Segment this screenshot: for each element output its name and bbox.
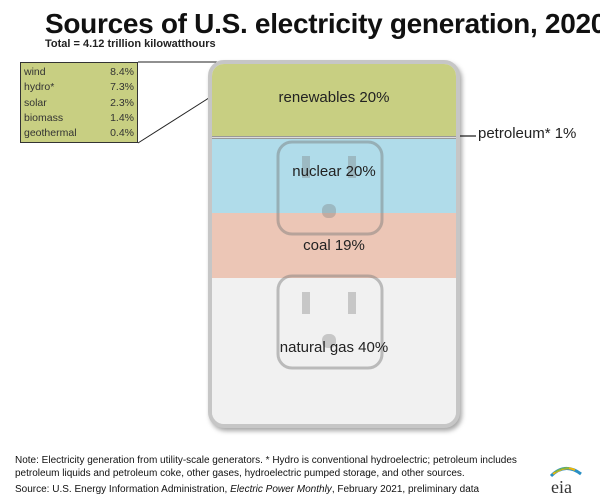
segment-label: nuclear 20% xyxy=(292,162,376,180)
breakdown-value: 7.3% xyxy=(110,81,134,94)
outlet-slot xyxy=(348,156,356,178)
breakdown-name: wind xyxy=(24,66,46,78)
breakdown-value: 0.4% xyxy=(110,127,134,140)
source-suffix: , February 2021, preliminary data xyxy=(331,484,480,495)
source-text: Source: U.S. Energy Information Administ… xyxy=(15,483,555,496)
outlet-slot xyxy=(348,292,356,314)
outlet-faces xyxy=(276,140,384,370)
footnotes: Note: Electricity generation from utilit… xyxy=(15,454,555,496)
breakdown-row-biomass: biomass 1.4% xyxy=(24,111,134,126)
breakdown-name: solar xyxy=(24,96,47,109)
breakdown-name: geothermal xyxy=(24,127,77,140)
segment-label: coal 19% xyxy=(303,237,365,255)
segment-renewables: renewables 20% xyxy=(212,64,456,137)
outlet-slot xyxy=(302,156,310,178)
segment-naturalgas: natural gas 40% xyxy=(212,277,456,424)
breakdown-row-solar: solar 2.3% xyxy=(24,96,134,111)
source-prefix: Source: U.S. Energy Information Administ… xyxy=(15,484,231,495)
source-publication: Electric Power Monthly xyxy=(230,484,332,495)
breakdown-name: hydro* xyxy=(24,81,55,94)
outlet-slot xyxy=(302,292,310,314)
outlet-ground-hole xyxy=(322,334,336,348)
outlet-face-lower xyxy=(276,274,384,370)
renewables-breakdown-table: wind 8.4% hydro* 7.3% solar 2.3% biomass 1.4% ge… xyxy=(20,62,138,143)
eia-logo: eia xyxy=(549,467,582,496)
breakdown-value: 8.4% xyxy=(110,66,134,78)
breakdown-value: 1.4% xyxy=(110,111,134,124)
breakdown-row-hydro: hydro* 7.3% xyxy=(24,80,134,95)
segment-petroleum xyxy=(212,136,456,139)
outlet-ground-hole xyxy=(322,204,336,218)
breakdown-row-wind: wind 8.4% xyxy=(24,65,134,80)
segment-coal: coal 19% xyxy=(212,213,456,278)
outlet-face-upper xyxy=(276,140,384,236)
chart-subtitle: Total = 4.12 trillion kilowatthours xyxy=(45,38,216,50)
segment-nuclear: nuclear 20% xyxy=(212,139,456,214)
breakdown-row-geothermal: geothermal 0.4% xyxy=(24,126,134,141)
segment-label: renewables 20% xyxy=(278,88,390,106)
callout-line-bottom xyxy=(137,95,213,144)
eia-logo-text: eia xyxy=(551,477,572,496)
outlet-stacked-chart: renewables 20% nuclear 20% coal 19% natural… xyxy=(208,60,460,428)
petroleum-label: petroleum* 1% xyxy=(478,125,577,142)
chart-title: Sources of U.S. electricity generation, … xyxy=(45,8,600,39)
breakdown-value: 2.3% xyxy=(110,96,134,109)
breakdown-name: biomass xyxy=(24,111,64,124)
note-text: Note: Electricity generation from utilit… xyxy=(15,455,517,479)
segment-label: natural gas 40% xyxy=(279,339,389,357)
